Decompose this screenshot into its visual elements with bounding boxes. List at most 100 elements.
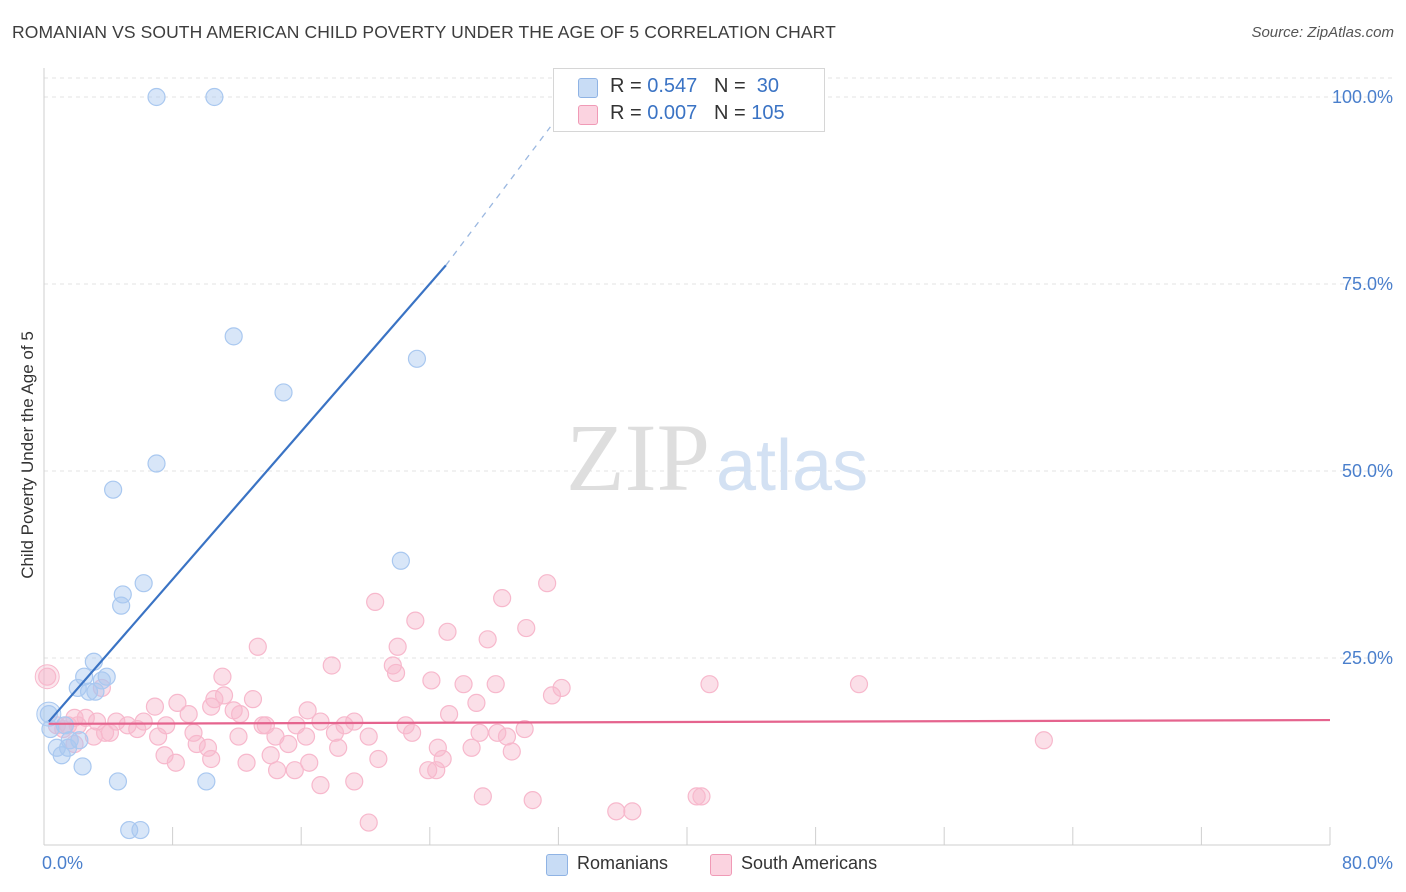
south-american-point bbox=[607, 802, 626, 821]
south-american-point bbox=[298, 701, 317, 720]
south-american-point bbox=[433, 749, 452, 769]
south-american-point bbox=[542, 686, 562, 705]
romanians-trend-extension bbox=[445, 126, 551, 266]
romanian-point bbox=[391, 551, 410, 570]
romanian-point bbox=[147, 87, 166, 107]
south-american-point bbox=[311, 776, 330, 795]
south-american-point bbox=[462, 738, 481, 757]
south-american-point bbox=[366, 592, 385, 612]
r-label: R = bbox=[610, 75, 642, 97]
romanian-point bbox=[113, 585, 132, 604]
south-american-point bbox=[359, 727, 378, 746]
south-american-point bbox=[322, 656, 341, 675]
south-american-point bbox=[231, 704, 250, 724]
south-american-point bbox=[438, 622, 457, 641]
romanian-point bbox=[108, 772, 128, 791]
south-american-point bbox=[488, 723, 507, 742]
south-american-point bbox=[478, 630, 497, 649]
south-american-point bbox=[428, 738, 447, 757]
south-american-point bbox=[300, 753, 319, 772]
south-american-point bbox=[493, 589, 512, 608]
south-american-point bbox=[100, 723, 120, 742]
south-american-point bbox=[369, 749, 388, 769]
y-tick-label: 100.0% bbox=[1332, 87, 1393, 107]
south-american-point bbox=[422, 671, 441, 690]
south-american-point bbox=[267, 761, 287, 780]
x-tick-label-max: 80.0% bbox=[1342, 853, 1393, 873]
romanian-point bbox=[36, 701, 62, 727]
south-american-point bbox=[145, 697, 165, 716]
south-american-point bbox=[552, 678, 571, 698]
south-american-point bbox=[38, 667, 57, 686]
romanians-trend-line bbox=[47, 264, 447, 723]
romanian-point bbox=[407, 349, 427, 368]
series-legend: Romanians South Americans bbox=[0, 852, 1406, 878]
n-value-romanians: 30 bbox=[756, 75, 780, 97]
romanian-point bbox=[224, 327, 243, 346]
stats-text-south-americans: R = 0.007 N = 105 bbox=[610, 102, 785, 125]
watermark-atlas: atlas bbox=[716, 426, 868, 506]
south-american-point bbox=[386, 663, 406, 683]
south-american-point bbox=[486, 675, 505, 694]
r-value-south-americans: 0.007 bbox=[647, 102, 698, 124]
south-american-point bbox=[179, 704, 198, 724]
romanian-point bbox=[59, 738, 78, 757]
romanian-point bbox=[197, 772, 216, 791]
r-label: R = bbox=[610, 102, 642, 124]
romanian-point bbox=[73, 757, 92, 776]
south-american-point bbox=[388, 637, 407, 656]
south-american-point bbox=[198, 738, 218, 757]
n-value-south-americans: 105 bbox=[751, 102, 785, 124]
y-tick-label: 50.0% bbox=[1342, 461, 1393, 481]
south-american-point bbox=[473, 787, 492, 806]
romanian-point bbox=[134, 574, 153, 593]
south-american-point bbox=[439, 704, 459, 724]
south-american-point bbox=[243, 690, 263, 709]
south-americans-swatch-icon bbox=[578, 105, 598, 125]
south-american-point bbox=[329, 738, 348, 757]
romanian-point bbox=[147, 454, 166, 473]
south-american-point bbox=[248, 637, 267, 656]
romanians-legend-icon bbox=[546, 854, 568, 876]
romanian-point bbox=[205, 87, 224, 107]
romanian-point bbox=[52, 746, 71, 765]
south-american-point bbox=[623, 802, 642, 821]
south-american-point bbox=[187, 734, 206, 754]
south-american-point bbox=[687, 787, 706, 806]
south-american-point bbox=[502, 742, 521, 761]
romanian-point bbox=[104, 480, 123, 499]
romanian-point bbox=[274, 383, 293, 402]
south-american-point bbox=[406, 611, 425, 630]
south-american-point bbox=[325, 723, 345, 742]
south-american-point bbox=[359, 813, 378, 832]
south-american-point bbox=[470, 723, 489, 742]
south-american-point bbox=[68, 716, 87, 735]
south-american-point bbox=[454, 675, 473, 694]
trend-lines bbox=[47, 126, 1331, 725]
romanians-swatch-icon bbox=[578, 78, 598, 98]
romanian-point bbox=[79, 682, 99, 701]
source-label: Source: ZipAtlas.com bbox=[1251, 24, 1394, 41]
south-american-point bbox=[311, 712, 330, 731]
axes bbox=[43, 68, 1331, 846]
south-americans-trend-line bbox=[48, 718, 1331, 725]
south-american-point bbox=[118, 716, 137, 735]
south-american-point bbox=[237, 753, 256, 772]
south-american-point bbox=[849, 675, 869, 694]
chart-title: ROMANIAN VS SOUTH AMERICAN CHILD POVERTY… bbox=[12, 22, 836, 42]
south-american-point bbox=[261, 746, 280, 765]
south-american-point bbox=[279, 734, 298, 754]
south-american-point bbox=[335, 716, 354, 735]
gridlines bbox=[44, 77, 1392, 659]
south-american-point bbox=[34, 664, 60, 690]
stats-legend: R = 0.547 N = 30 R = 0.007 N = 105 bbox=[553, 68, 825, 132]
south-american-point bbox=[345, 772, 364, 791]
romanian-point bbox=[92, 671, 111, 690]
south-american-point bbox=[253, 716, 272, 735]
data-points bbox=[34, 87, 1053, 840]
south-american-point bbox=[202, 749, 221, 769]
south-american-point bbox=[700, 675, 719, 694]
r-value-romanians: 0.547 bbox=[647, 75, 698, 97]
y-tick-label: 25.0% bbox=[1342, 648, 1393, 668]
